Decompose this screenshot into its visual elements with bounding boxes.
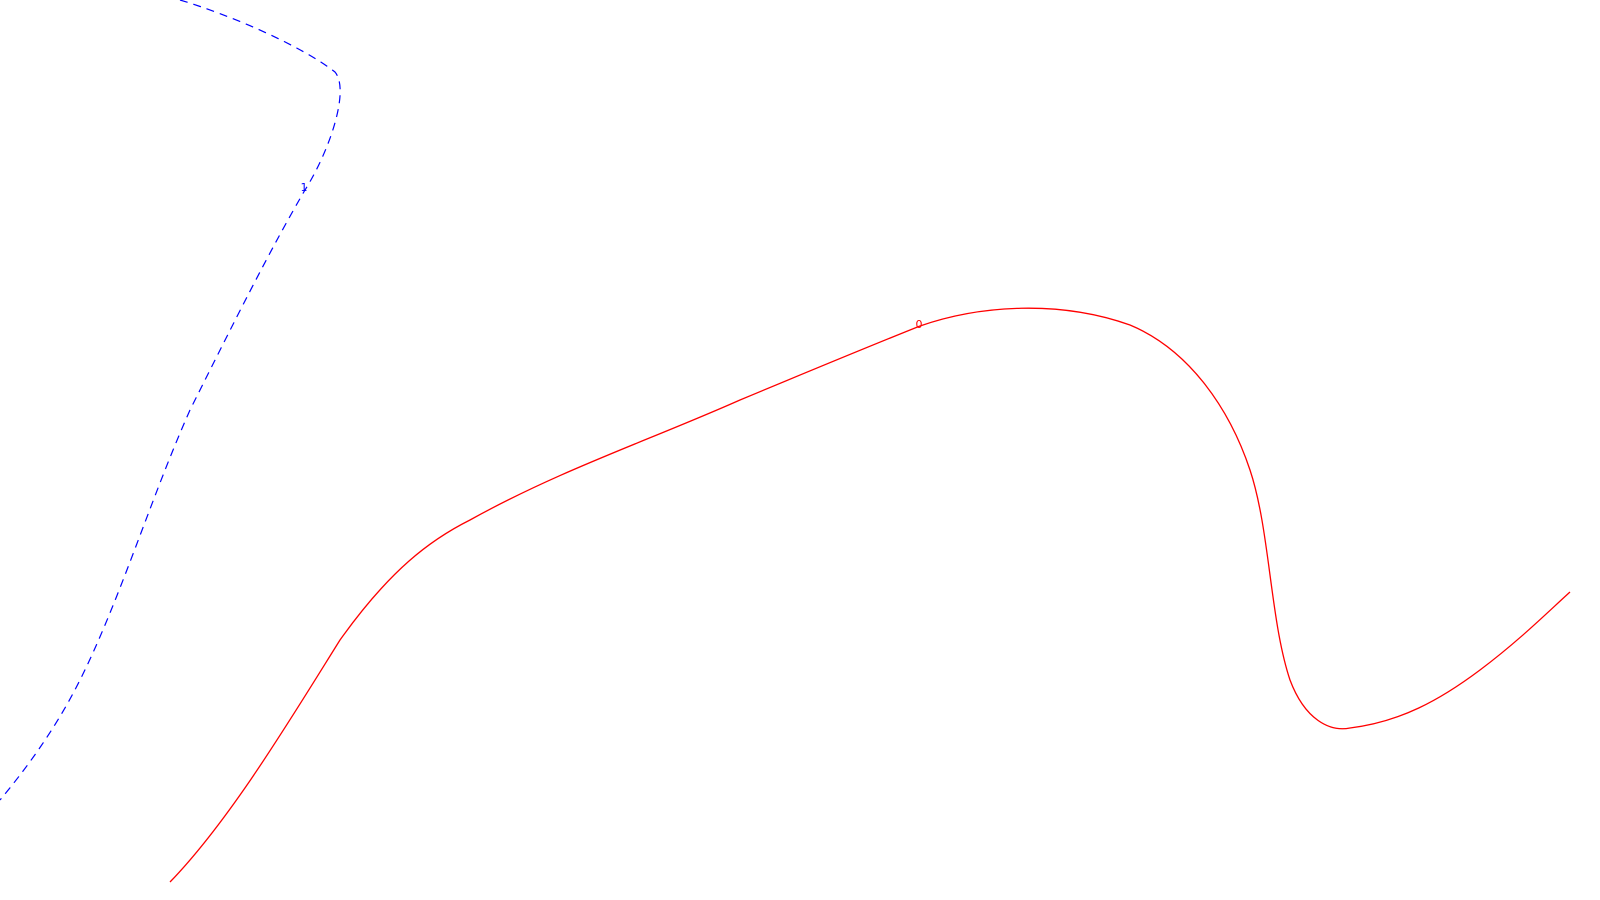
- contour-line-level-0: [169, 307, 1571, 883]
- contour-line-level-1: [0, 0, 341, 801]
- contour-label-level-1: 1: [301, 181, 308, 194]
- contour-label-level-0: 0: [916, 318, 923, 331]
